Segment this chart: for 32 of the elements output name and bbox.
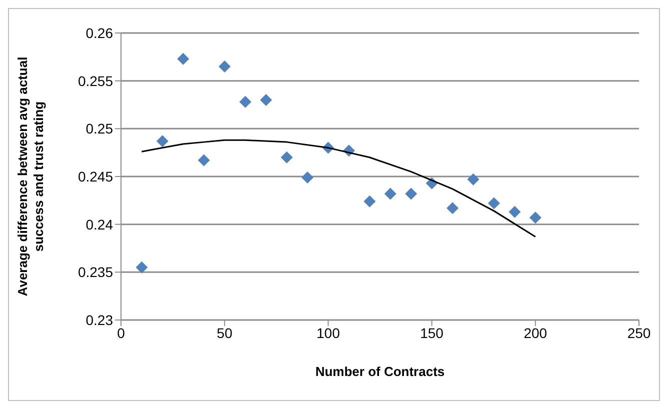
point bbox=[301, 171, 314, 184]
x-tick-label: 100 bbox=[316, 324, 340, 341]
y-tick-label: 0.23 bbox=[86, 312, 114, 328]
x-axis-title: Number of Contracts bbox=[315, 364, 445, 379]
x-tick-label: 200 bbox=[524, 324, 548, 341]
x-tick-label: 150 bbox=[420, 324, 444, 341]
x-tick-label: 50 bbox=[216, 324, 233, 341]
point bbox=[446, 202, 459, 214]
y-tick-label: 0.245 bbox=[78, 168, 114, 184]
point bbox=[384, 188, 396, 200]
point bbox=[405, 188, 418, 200]
y-tick-label: 0.25 bbox=[86, 120, 114, 137]
point bbox=[156, 135, 168, 148]
point bbox=[177, 52, 190, 65]
point bbox=[260, 94, 272, 106]
point bbox=[488, 197, 500, 210]
point bbox=[467, 173, 480, 186]
point bbox=[364, 195, 376, 208]
y-tick-label: 0.26 bbox=[86, 24, 114, 41]
point bbox=[529, 212, 542, 224]
point bbox=[239, 96, 252, 108]
y-tick-label: 0.235 bbox=[78, 264, 114, 280]
y-tick-label: 0.255 bbox=[78, 72, 114, 89]
point bbox=[136, 261, 148, 274]
x-tick-label: 0 bbox=[117, 324, 126, 341]
point bbox=[218, 60, 231, 72]
x-tick-label: 250 bbox=[627, 324, 651, 341]
y-axis-title: Average difference between avg actual success and trust rating bbox=[15, 56, 46, 296]
point bbox=[198, 154, 210, 166]
point bbox=[508, 206, 521, 218]
y-tick-label: 0.24 bbox=[86, 216, 114, 232]
point bbox=[280, 151, 293, 164]
